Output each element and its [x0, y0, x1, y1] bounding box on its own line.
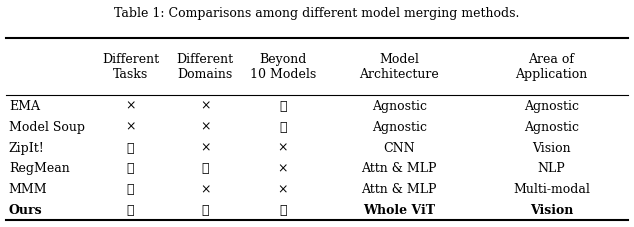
Text: EMA: EMA [9, 99, 40, 112]
Text: Agnostic: Agnostic [372, 99, 427, 112]
Text: ✓: ✓ [279, 120, 287, 133]
Text: ✓: ✓ [127, 203, 134, 216]
Text: Model
Architecture: Model Architecture [359, 53, 439, 81]
Text: ×: × [126, 120, 136, 133]
Text: Agnostic: Agnostic [372, 120, 427, 133]
Text: Model Soup: Model Soup [9, 120, 85, 133]
Text: Ours: Ours [9, 203, 42, 216]
Text: Different
Tasks: Different Tasks [102, 53, 159, 81]
Text: ✓: ✓ [127, 162, 134, 175]
Text: Agnostic: Agnostic [524, 120, 579, 133]
Text: ×: × [278, 141, 288, 154]
Text: ✓: ✓ [279, 203, 287, 216]
Text: ×: × [200, 141, 210, 154]
Text: ✓: ✓ [202, 203, 209, 216]
Text: Attn & MLP: Attn & MLP [361, 183, 437, 195]
Text: ×: × [278, 162, 288, 175]
Text: ZipIt!: ZipIt! [9, 141, 45, 154]
Text: ✓: ✓ [127, 141, 134, 154]
Text: ×: × [126, 99, 136, 112]
Text: Different
Domains: Different Domains [177, 53, 234, 81]
Text: ✓: ✓ [202, 162, 209, 175]
Text: ×: × [278, 183, 288, 195]
Text: Table 1: Comparisons among different model merging methods.: Table 1: Comparisons among different mod… [114, 7, 520, 20]
Text: Agnostic: Agnostic [524, 99, 579, 112]
Text: RegMean: RegMean [9, 162, 70, 175]
Text: Vision: Vision [530, 203, 573, 216]
Text: ×: × [200, 183, 210, 195]
Text: Whole ViT: Whole ViT [363, 203, 436, 216]
Text: ✓: ✓ [127, 183, 134, 195]
Text: NLP: NLP [538, 162, 566, 175]
Text: CNN: CNN [384, 141, 415, 154]
Text: Multi-modal: Multi-modal [513, 183, 590, 195]
Text: Area of
Application: Area of Application [515, 53, 588, 81]
Text: MMM: MMM [9, 183, 48, 195]
Text: Attn & MLP: Attn & MLP [361, 162, 437, 175]
Text: Vision: Vision [532, 141, 571, 154]
Text: ×: × [200, 120, 210, 133]
Text: ✓: ✓ [279, 99, 287, 112]
Text: ×: × [200, 99, 210, 112]
Text: Beyond
10 Models: Beyond 10 Models [250, 53, 316, 81]
